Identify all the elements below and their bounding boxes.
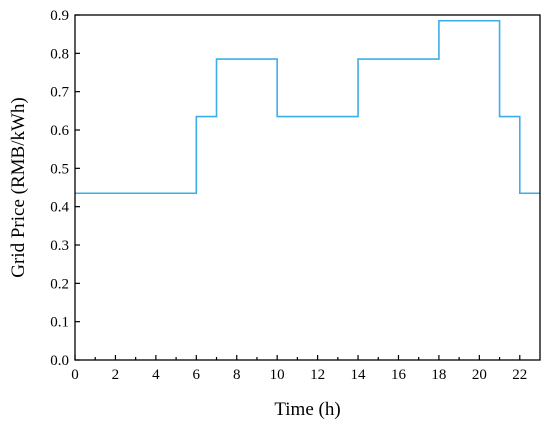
y-tick-label: 0.5 <box>50 161 69 177</box>
x-tick-label: 22 <box>512 367 527 383</box>
y-tick-label: 0.7 <box>50 85 69 101</box>
x-tick-label: 2 <box>112 367 120 383</box>
y-tick-label: 0.3 <box>50 238 69 254</box>
x-tick-label: 12 <box>310 367 325 383</box>
y-axis-title: Grid Price (RMB/kWh) <box>8 97 29 277</box>
x-tick-label: 0 <box>71 367 79 383</box>
y-tick-label: 0.8 <box>50 46 69 62</box>
y-tick-label: 0.0 <box>50 353 69 369</box>
y-tick-label: 0.9 <box>50 8 69 24</box>
x-axis-title: Time (h) <box>274 399 340 420</box>
x-tick-label: 6 <box>193 367 201 383</box>
x-tick-label: 10 <box>270 367 285 383</box>
series-layer <box>75 19 540 195</box>
y-tick-label: 0.6 <box>50 123 69 139</box>
x-tick-label: 18 <box>431 367 446 383</box>
x-tick-label: 8 <box>233 367 241 383</box>
x-tick-label: 14 <box>351 367 367 383</box>
y-tick-label: 0.4 <box>50 200 69 216</box>
grid-price-step-line <box>75 19 540 195</box>
x-tick-label: 16 <box>391 367 407 383</box>
x-tick-label: 20 <box>472 367 487 383</box>
y-axis-ticks: 0.0 0.1 0.2 0.3 0.4 0.5 0.6 0.7 0.8 0.9 <box>50 8 80 369</box>
plot-frame <box>74 14 541 361</box>
x-axis-ticks: 0 2 4 6 8 10 12 14 16 18 20 22 <box>71 355 527 383</box>
x-tick-label: 4 <box>152 367 160 383</box>
y-tick-label: 0.1 <box>50 315 69 331</box>
y-tick-label: 0.2 <box>50 276 69 292</box>
axes-layer <box>74 14 541 361</box>
